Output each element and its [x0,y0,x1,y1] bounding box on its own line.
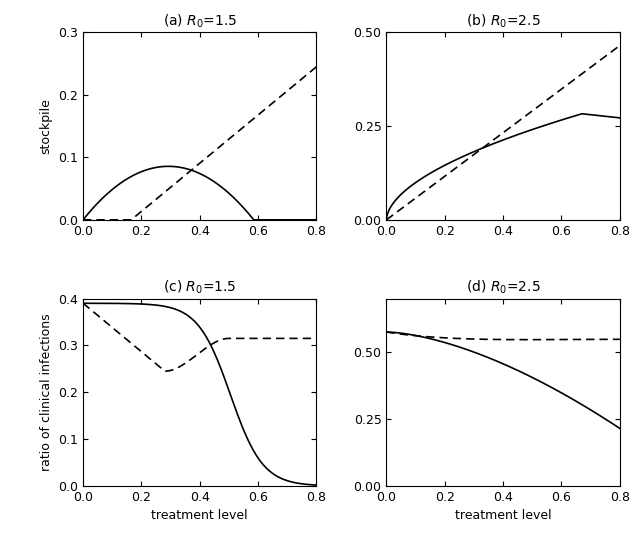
Y-axis label: stockpile: stockpile [40,98,52,154]
Y-axis label: ratio of clinical infections: ratio of clinical infections [40,313,52,471]
Title: (a) $R_0$=1.5: (a) $R_0$=1.5 [162,12,237,30]
Title: (d) $R_0$=2.5: (d) $R_0$=2.5 [466,279,541,296]
X-axis label: treatment level: treatment level [455,509,551,522]
Title: (b) $R_0$=2.5: (b) $R_0$=2.5 [466,12,541,30]
X-axis label: treatment level: treatment level [151,509,248,522]
Title: (c) $R_0$=1.5: (c) $R_0$=1.5 [163,279,236,296]
